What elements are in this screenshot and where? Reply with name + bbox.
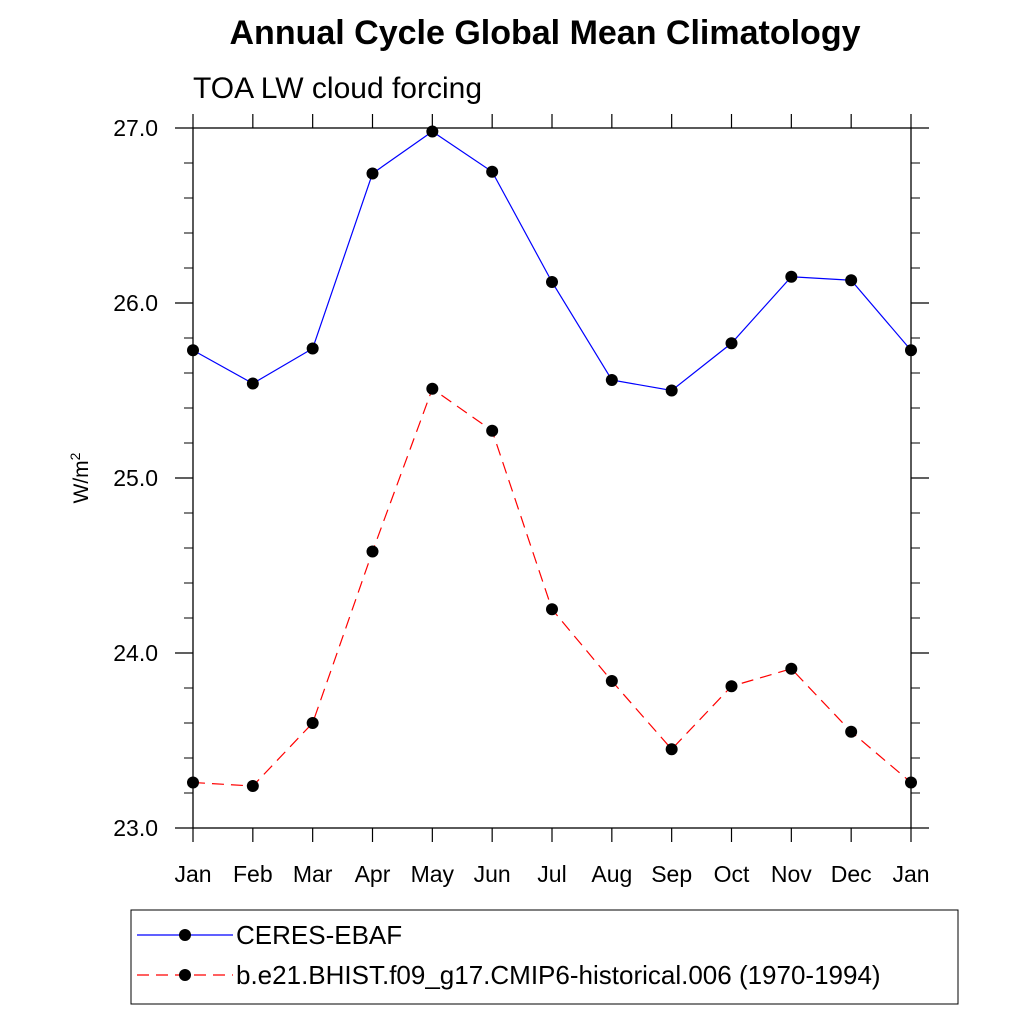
series-2-point bbox=[486, 424, 499, 437]
y-axis-label-base: W/m bbox=[70, 460, 93, 503]
plot-frame bbox=[192, 127, 912, 829]
series-1-point bbox=[845, 274, 858, 287]
y-tick-label: 26.0 bbox=[113, 290, 158, 316]
series-2-point bbox=[306, 717, 319, 729]
series-1-point bbox=[785, 270, 798, 283]
legend-label-2: b.e21.BHIST.f09_g17.CMIP6-historical.006… bbox=[236, 960, 881, 990]
series-1-point bbox=[605, 374, 618, 386]
y-tick-label: 25.0 bbox=[113, 465, 158, 491]
legend-marker-2 bbox=[179, 969, 191, 981]
series-2-point bbox=[187, 776, 199, 789]
series-1-point bbox=[725, 337, 738, 350]
series-1-point bbox=[366, 167, 379, 180]
series-1-point bbox=[306, 342, 319, 355]
x-tick-label: Feb bbox=[233, 861, 273, 887]
series-2-point bbox=[905, 776, 917, 789]
legend-box bbox=[130, 909, 959, 1005]
x-tick-label: Nov bbox=[771, 861, 812, 887]
series-1-point bbox=[546, 276, 558, 288]
series-2-point bbox=[725, 680, 738, 693]
x-tick-label: Jan bbox=[174, 861, 211, 887]
y-axis-label: W/m2 bbox=[67, 452, 93, 503]
series-2-point bbox=[366, 545, 379, 558]
x-tick-label: Apr bbox=[355, 861, 391, 887]
chart-subtitle: TOA LW cloud forcing bbox=[193, 72, 483, 105]
y-axis-label-sup: 2 bbox=[67, 452, 83, 460]
chart-title: Annual Cycle Global Mean Climatology bbox=[229, 14, 861, 52]
series-line-2 bbox=[192, 387, 912, 787]
legend-marker-1 bbox=[179, 929, 191, 941]
series-group bbox=[187, 125, 917, 792]
x-tick-label: Dec bbox=[831, 861, 872, 887]
series-line-1 bbox=[192, 130, 912, 392]
x-tick-label: Jan bbox=[892, 861, 929, 887]
y-tick-label: 23.0 bbox=[113, 815, 158, 841]
x-tick-label: Jul bbox=[537, 861, 566, 887]
series-1-point bbox=[426, 125, 439, 138]
legend-label-1: CERES-EBAF bbox=[236, 920, 402, 950]
series-1-point bbox=[905, 344, 917, 357]
x-tick-label: Jun bbox=[474, 861, 511, 887]
x-tick-label: Aug bbox=[591, 861, 632, 887]
series-1-point bbox=[486, 165, 499, 178]
y-tick-labels: 23.0 24.0 25.0 26.0 27.0 bbox=[113, 115, 158, 841]
series-2-point bbox=[426, 382, 439, 395]
legend: CERES-EBAF b.e21.BHIST.f09_g17.CMIP6-hist… bbox=[137, 920, 881, 990]
x-tick-label: May bbox=[411, 861, 455, 887]
x-tick-label: Oct bbox=[714, 861, 750, 887]
x-tick-labels: Jan Feb Mar Apr May Jun Jul Aug Sep Oct Nov Dec Jan bbox=[174, 861, 929, 887]
series-2-point bbox=[785, 662, 798, 675]
series-1-point bbox=[665, 384, 678, 397]
series-1-point bbox=[246, 377, 259, 390]
series-1-point bbox=[187, 344, 199, 357]
series-2-point bbox=[546, 603, 558, 616]
series-2-point bbox=[845, 725, 858, 738]
axis-ticks bbox=[175, 114, 929, 842]
y-tick-label: 24.0 bbox=[113, 640, 158, 666]
x-tick-label: Sep bbox=[651, 861, 692, 887]
series-2-point bbox=[665, 743, 678, 756]
series-2-point bbox=[246, 780, 259, 792]
y-tick-label: 27.0 bbox=[113, 115, 158, 141]
x-tick-label: Mar bbox=[293, 861, 333, 887]
series-2-point bbox=[605, 675, 618, 687]
